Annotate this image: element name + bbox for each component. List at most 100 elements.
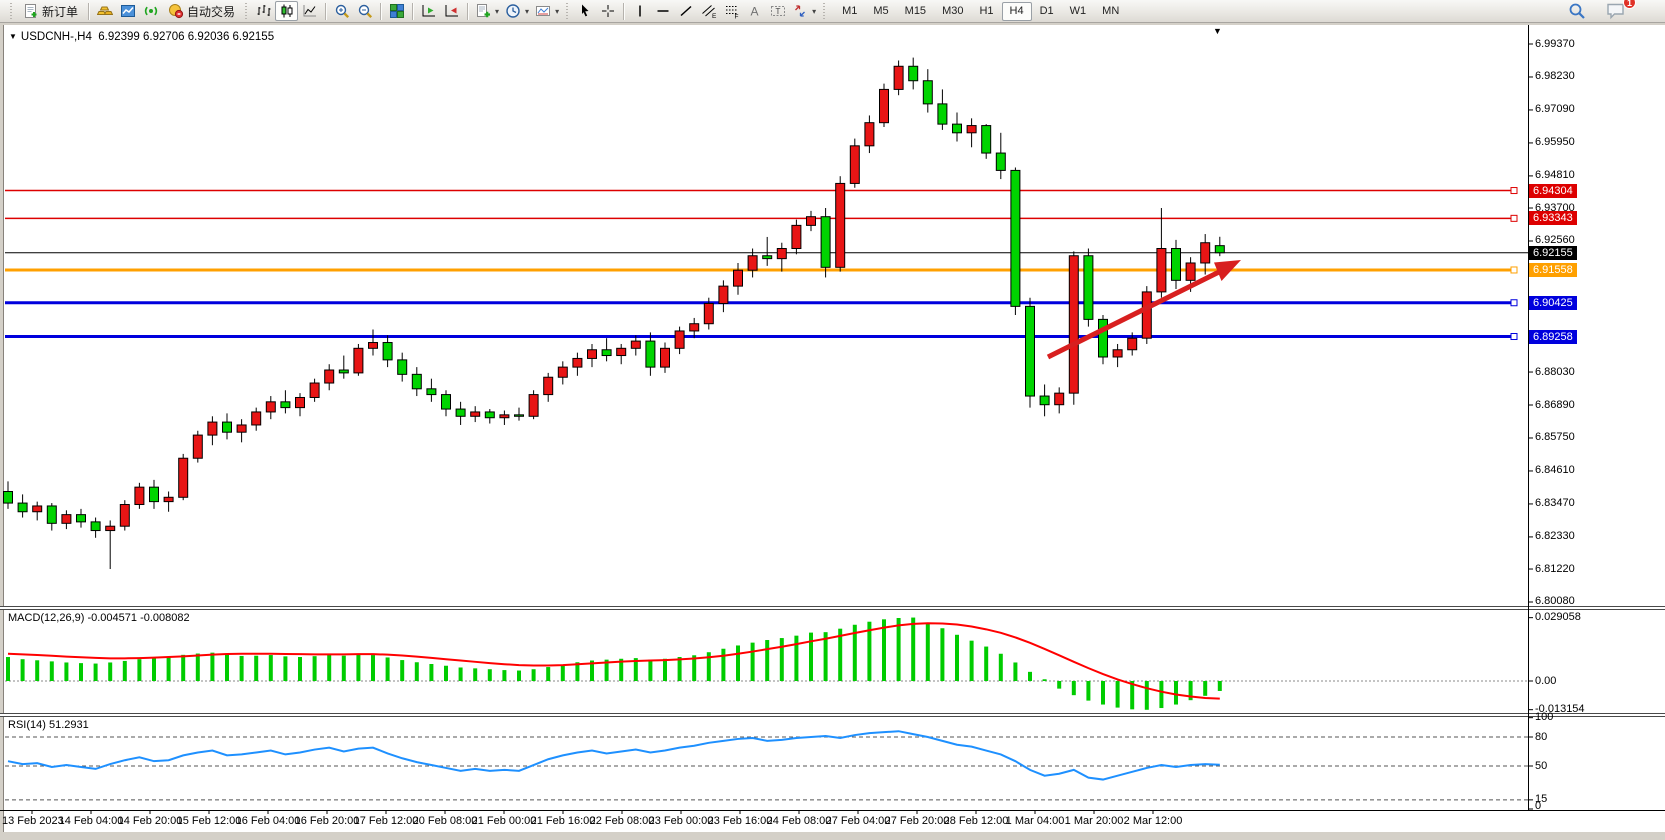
text-tool-button[interactable]: A [743, 1, 766, 21]
auto-scroll-icon [421, 3, 437, 19]
charts-button[interactable] [116, 1, 139, 21]
chart-plot-area[interactable] [5, 25, 1528, 606]
macd-indicator-label: MACD(12,26,9) -0.004571 -0.008082 [8, 612, 190, 624]
time-axis-label: 27 Feb 04:00 [825, 815, 891, 827]
price-axis-tick: 6.81220 [1535, 562, 1575, 575]
svg-text:T: T [775, 7, 780, 16]
dropdown-triangle-icon[interactable]: ▼ [9, 32, 17, 41]
market-watch-button[interactable] [93, 1, 116, 21]
auto-scroll-button[interactable] [417, 1, 440, 21]
rsi-axis-tick: 100 [1535, 711, 1554, 724]
vertical-line-tool-button[interactable] [628, 1, 651, 21]
horizontal-line-tool-button[interactable] [651, 1, 674, 21]
time-axis-label: 14 Feb 04:00 [58, 815, 124, 827]
signals-button[interactable] [139, 1, 162, 21]
toolbar-right-icons: 1 [1565, 0, 1659, 21]
time-axis-label: 15 Feb 12:00 [176, 815, 242, 827]
zoom-out-button[interactable] [353, 1, 376, 21]
time-axis-label: 17 Feb 12:00 [353, 815, 419, 827]
timeframe-w1[interactable]: W1 [1069, 5, 1087, 17]
toolbar-separator [88, 2, 90, 20]
macd-axis-tick: -0.013154 [1535, 703, 1585, 716]
time-axis-label: 23 Feb 16:00 [707, 815, 773, 827]
price-axis-tick: 6.99370 [1535, 37, 1575, 50]
gold-icon [96, 3, 113, 19]
timeframe-m30[interactable]: M30 [942, 5, 964, 17]
notifications-button[interactable]: 1 [1603, 0, 1636, 21]
main-toolbar: 新订单 自动交易 ▾ ▾ ▾ [0, 0, 1665, 23]
price-axis-tick: 6.98230 [1535, 70, 1575, 83]
chevron-down-icon: ▾ [555, 6, 560, 16]
timeframe-m5[interactable]: M5 [873, 5, 889, 17]
rsi-indicator-label: RSI(14) 51.2931 [8, 719, 89, 731]
rsi-axis-tick: 0 [1535, 799, 1542, 812]
price-axis-tick: 6.92560 [1535, 234, 1575, 247]
notification-badge: 1 [1623, 0, 1636, 9]
price-axis-tick: 6.80080 [1535, 595, 1575, 608]
price-axis-tick: 6.94810 [1535, 169, 1575, 182]
fibonacci-tool-button[interactable]: F [720, 1, 743, 21]
text-label-tool-button[interactable]: T [766, 1, 789, 21]
time-axis-label: 23 Feb 00:00 [648, 815, 714, 827]
timeframe-h1[interactable]: H1 [979, 5, 994, 17]
time-axis-label: 16 Feb 20:00 [294, 815, 360, 827]
panel-splitter-macd[interactable] [0, 606, 1665, 610]
auto-trading-label: 自动交易 [187, 4, 236, 19]
time-axis-label: 2 Mar 12:00 [1123, 815, 1183, 827]
text-label-icon: T [770, 3, 786, 19]
add-indicator-button[interactable]: ▾ [472, 1, 502, 21]
text-icon: A [747, 3, 763, 19]
rsi-axis-tick: 15 [1535, 793, 1548, 806]
chevron-down-icon: ▾ [495, 6, 500, 16]
chart-ohlc-values: 6.92399 6.92706 6.92036 6.92155 [98, 31, 275, 43]
chart-shift-button[interactable] [440, 1, 463, 21]
level-price-tag: 6.90425 [1529, 295, 1577, 310]
equidistant-channel-tool-button[interactable]: E [697, 1, 720, 21]
level-price-tag: 6.89258 [1529, 329, 1577, 344]
auto-trading-icon [168, 3, 184, 19]
rsi-axis-tick: 80 [1535, 730, 1548, 743]
price-axis-tick: 6.83470 [1535, 497, 1575, 510]
new-order-button[interactable]: 新订单 [17, 1, 84, 21]
chart-shift-marker[interactable]: ▼ [1213, 26, 1222, 36]
toolbar-grip [822, 3, 828, 19]
auto-trading-button[interactable]: 自动交易 [162, 1, 241, 21]
price-axis-tick: 6.82330 [1535, 530, 1575, 543]
trendline-tool-button[interactable] [674, 1, 697, 21]
window-left-edge [0, 25, 4, 832]
candlestick-mode-button[interactable] [275, 1, 299, 21]
crosshair-tool-button[interactable] [596, 1, 619, 21]
tile-windows-button[interactable] [385, 1, 408, 21]
timeframe-d1[interactable]: D1 [1039, 5, 1054, 17]
search-icon [1568, 2, 1586, 20]
toolbar-grip [9, 3, 14, 19]
panel-splitter-rsi[interactable] [0, 713, 1665, 717]
line-chart-mode-button[interactable] [298, 1, 321, 21]
tile-windows-icon [389, 3, 405, 19]
arrows-tool-button[interactable]: ▾ [789, 1, 819, 21]
timeframe-h4[interactable]: H4 [1001, 1, 1032, 21]
timeframe-m1[interactable]: M1 [842, 5, 858, 17]
toolbar-grip [565, 3, 571, 19]
templates-button[interactable]: ▾ [532, 1, 562, 21]
time-axis-label: 21 Feb 00:00 [471, 815, 537, 827]
search-button[interactable] [1565, 1, 1589, 21]
periods-button[interactable]: ▾ [502, 1, 532, 21]
macd-axis-tick: 0.00 [1535, 674, 1557, 687]
toolbar-separator [380, 2, 382, 20]
equidistant-channel-icon: E [701, 3, 717, 19]
bar-chart-mode-button[interactable] [252, 1, 275, 21]
time-axis-label: 1 Mar 20:00 [1064, 815, 1124, 827]
time-axis-label: 13 Feb 2023 [2, 815, 64, 827]
timeframe-m15[interactable]: M15 [904, 5, 927, 17]
new-order-label: 新订单 [42, 4, 79, 19]
zoom-in-button[interactable] [330, 1, 353, 21]
current-price-tag: 6.92155 [1529, 245, 1577, 260]
time-axis-label: 1 Mar 04:00 [1005, 815, 1065, 827]
cursor-tool-button[interactable] [573, 1, 596, 21]
toolbar-separator [467, 2, 469, 20]
svg-text:A: A [750, 5, 758, 19]
level-price-tag: 6.91558 [1529, 262, 1577, 277]
timeframe-mn[interactable]: MN [1102, 5, 1120, 17]
